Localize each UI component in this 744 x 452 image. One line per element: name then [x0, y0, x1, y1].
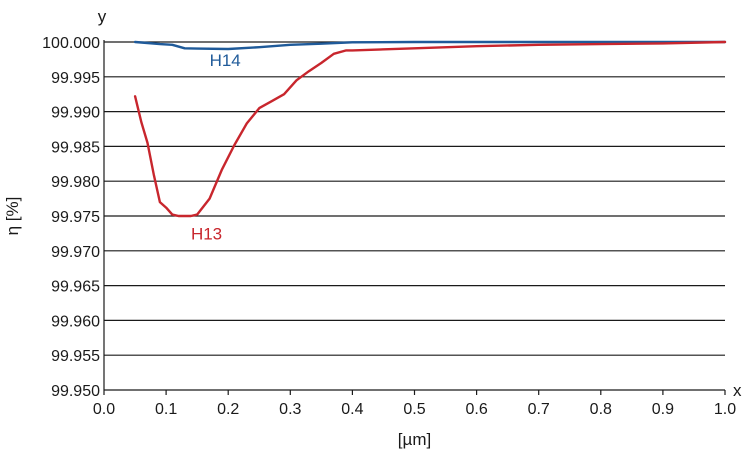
x-tick-label-9: 0.9	[652, 401, 674, 418]
series-label-h14: H14	[210, 51, 241, 70]
y-axis-label: η [%]	[3, 197, 22, 236]
x-tick-label-3: 0.3	[279, 401, 301, 418]
y-axis-name: y	[98, 7, 107, 26]
series-line-h14	[133, 40, 727, 51]
x-tick-label-6: 0.6	[465, 401, 487, 418]
grid-layer	[104, 41, 725, 391]
series-label-h13: H13	[191, 224, 222, 243]
y-tick-label-8: 99.990	[51, 105, 100, 122]
series-layer	[133, 40, 727, 218]
y-tick-label-10: 100.000	[42, 35, 100, 52]
x-tick-label-10: 1.0	[714, 401, 736, 418]
x-tick-label-8: 0.8	[590, 401, 612, 418]
x-tick-label-7: 0.7	[528, 401, 550, 418]
y-tick-label-0: 99.950	[51, 383, 100, 400]
series-line-h13	[133, 40, 727, 218]
y-tick-label-9: 99.995	[51, 70, 100, 87]
y-tick-label-3: 99.965	[51, 279, 100, 296]
x-tick-label-5: 0.5	[403, 401, 425, 418]
y-tick-label-1: 99.955	[51, 348, 100, 365]
y-tick-label-5: 99.975	[51, 209, 100, 226]
x-tick-label-2: 0.2	[217, 401, 239, 418]
y-tick-label-6: 99.980	[51, 174, 100, 191]
y-tick-label-2: 99.960	[51, 313, 100, 330]
axes-layer	[103, 40, 726, 395]
x-axis-label: [µm]	[398, 430, 431, 449]
y-tick-label-7: 99.985	[51, 139, 100, 156]
labels-layer: 99.950 99.955 99.960 99.965 99.970 99.975 99.9…	[3, 7, 742, 449]
x-tick-label-4: 0.4	[341, 401, 363, 418]
x-tick-label-1: 0.1	[155, 401, 177, 418]
y-tick-label-4: 99.970	[51, 244, 100, 261]
x-tick-label-0: 0.0	[93, 401, 115, 418]
x-axis-name: x	[733, 381, 742, 400]
